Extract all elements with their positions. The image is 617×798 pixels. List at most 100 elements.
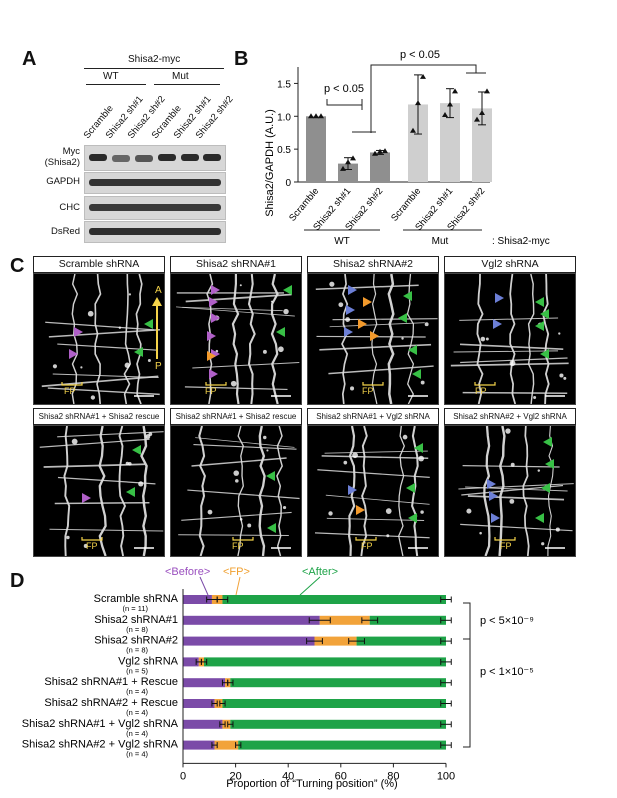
- d-pvalue-upper: p < 5×10⁻⁹: [480, 615, 534, 627]
- neurite: [195, 437, 295, 448]
- panel-b-letter: B: [234, 48, 249, 70]
- b-group-wt: WT: [334, 236, 350, 247]
- arrowhead: [414, 443, 423, 453]
- neurite-blob: [509, 360, 516, 367]
- neurite-blob: [239, 284, 242, 287]
- fp-bracket: [61, 382, 83, 386]
- neurite: [39, 438, 150, 448]
- neurite: [45, 321, 155, 331]
- d-bar-segment: [214, 699, 223, 708]
- neurite-blob: [80, 366, 83, 369]
- neurite: [360, 426, 368, 556]
- b-ylabel: Shisa2/GAPDH (A.U.): [264, 109, 276, 217]
- neurite: [123, 274, 132, 404]
- b-y-tick-label: 1.5: [277, 79, 291, 90]
- neurite-blob: [83, 543, 88, 548]
- arrowhead: [363, 297, 372, 307]
- d-bar-segment: [183, 657, 199, 667]
- neurite: [459, 317, 559, 321]
- b-x-tick-label: Scramble: [287, 186, 321, 224]
- neurite-blob: [343, 460, 348, 465]
- d-n-label: (n = 11): [123, 604, 149, 613]
- neurite: [176, 306, 295, 317]
- neurite-blob: [555, 527, 560, 532]
- neurite: [41, 375, 159, 388]
- fp-bracket: [474, 382, 496, 386]
- micrograph: [307, 273, 439, 405]
- neurite-blob: [239, 518, 243, 521]
- neurite-blob: [230, 380, 237, 387]
- b-point: [350, 155, 356, 161]
- neurite: [52, 373, 159, 378]
- b-point: [447, 101, 453, 107]
- micrograph: [444, 273, 576, 405]
- neurite-blob: [533, 396, 537, 400]
- b-bar: [440, 103, 460, 182]
- neurite-blob: [328, 511, 333, 516]
- micro-title: Shisa2 shRNA#2: [307, 256, 439, 273]
- arrowhead: [545, 459, 554, 469]
- micrograph: [444, 425, 576, 557]
- d-pvalue-lower: p < 1×10⁻⁵: [480, 666, 534, 678]
- neurite-blob: [510, 462, 515, 467]
- blot-band: [112, 155, 130, 162]
- neurite: [453, 350, 559, 353]
- arrowhead: [535, 321, 544, 331]
- d-n-label: (n = 4): [126, 750, 148, 759]
- neurite: [181, 511, 292, 521]
- neurite-blob: [283, 308, 289, 315]
- b-point: [382, 148, 388, 154]
- fp-label: FP: [475, 386, 487, 396]
- ap-arrow-head: [152, 297, 162, 306]
- group-mut-label: Mut: [172, 71, 189, 82]
- arrowhead: [211, 285, 220, 295]
- micro-title: Shisa2 shRNA#1 + Vgl2 shRNA: [307, 408, 439, 425]
- neurite-blob: [282, 505, 287, 510]
- b-bar: [370, 152, 390, 182]
- neurite: [450, 362, 569, 367]
- neurite-blob: [386, 534, 390, 538]
- d-bracket-upper: [463, 602, 471, 640]
- blot-band: [158, 154, 176, 161]
- arrowhead: [358, 319, 367, 329]
- d-n-label: (n = 4): [126, 708, 148, 717]
- neurite-blob: [118, 326, 122, 329]
- b-y-tick-label: 0: [285, 178, 291, 189]
- neurite: [191, 457, 287, 467]
- neurite: [325, 494, 430, 505]
- neurite: [460, 357, 568, 364]
- micro-title: Scramble shRNA: [33, 256, 165, 273]
- fp-bracket: [494, 537, 516, 541]
- fp-bracket: [232, 537, 254, 541]
- d-category-label: Shisa2 shRNA#2 + Vgl2 shRNA: [22, 739, 179, 751]
- arrowhead: [487, 479, 496, 489]
- d-x-tick-label: 20: [229, 770, 241, 782]
- b-bar: [472, 108, 492, 182]
- arrowhead: [412, 369, 421, 379]
- micro-title: Shisa2 shRNA#1 + Shisa2 rescue: [170, 408, 302, 425]
- blot-chc: [84, 196, 226, 220]
- d-bar-segment: [183, 678, 226, 688]
- arrowhead: [144, 319, 153, 329]
- d-category-label: Shisa2 shRNA#1 + Vgl2 shRNA: [22, 718, 179, 730]
- neurite-blob: [215, 349, 219, 353]
- arrowhead: [348, 485, 357, 495]
- neurite: [398, 426, 405, 556]
- d-n-label: (n = 4): [126, 729, 148, 738]
- neurite: [462, 465, 560, 468]
- micrograph: [170, 273, 302, 405]
- neurite: [49, 528, 164, 532]
- neurite: [522, 426, 530, 556]
- d-bar-segment: [356, 636, 446, 646]
- d-x-tick-label: 60: [335, 770, 347, 782]
- b-point: [308, 113, 314, 119]
- arrowhead: [134, 347, 143, 357]
- blot-dsred: [84, 221, 226, 243]
- neurite: [460, 523, 573, 532]
- neurite-blob: [352, 452, 358, 459]
- neurite: [98, 426, 107, 556]
- neurite-blob: [563, 376, 567, 380]
- b-point: [410, 127, 416, 133]
- neurite-blob: [128, 462, 132, 466]
- neurite: [329, 322, 425, 328]
